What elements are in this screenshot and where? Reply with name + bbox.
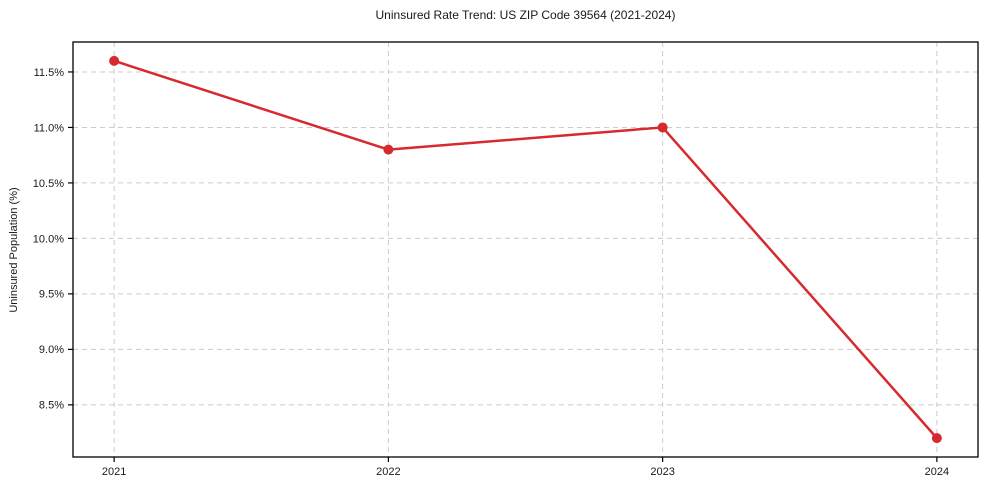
data-point-marker [383, 144, 394, 155]
plot-border [72, 41, 979, 458]
y-tick-label: 10.5% [33, 178, 64, 190]
x-tick-label: 2021 [102, 466, 126, 478]
data-point-marker [657, 122, 668, 133]
data-point-marker [931, 433, 942, 444]
chart-title: Uninsured Rate Trend: US ZIP Code 39564 … [375, 8, 676, 22]
x-tick-label: 2022 [376, 466, 400, 478]
x-tick-label: 2024 [925, 466, 949, 478]
x-tick-label: 2023 [650, 466, 674, 478]
trend-line [112, 59, 939, 440]
y-tick-label: 9.0% [39, 344, 64, 356]
data-point-marker [109, 55, 120, 66]
y-tick-label: 11.0% [34, 122, 65, 134]
y-tick-label: 10.0% [33, 233, 64, 245]
y-tick-label: 9.5% [39, 289, 64, 301]
y-tick-label: 11.5% [34, 67, 65, 79]
y-tick-label: 8.5% [39, 400, 64, 412]
